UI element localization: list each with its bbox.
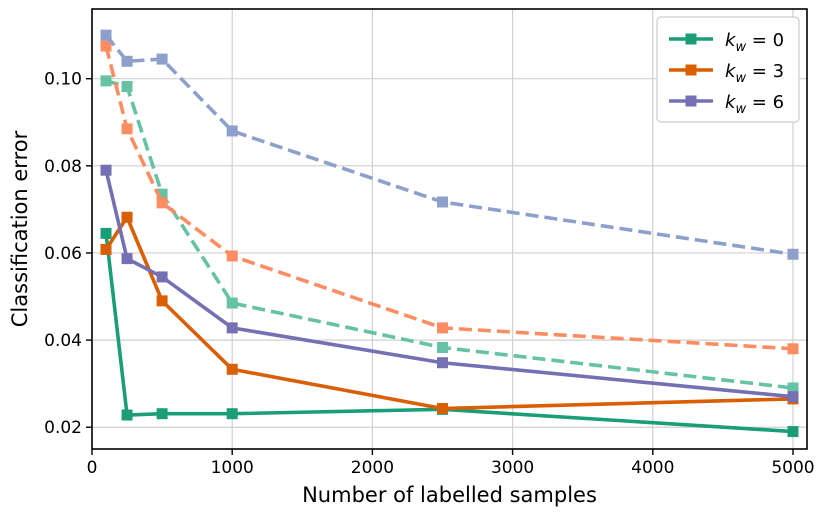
series-4 bbox=[100, 40, 799, 355]
legend-label: kw = 3 bbox=[725, 61, 784, 86]
data-point bbox=[121, 123, 133, 135]
data-point bbox=[226, 125, 238, 137]
x-tick-label: 2000 bbox=[351, 458, 394, 478]
data-point bbox=[436, 402, 448, 414]
data-point bbox=[156, 188, 168, 200]
data-point bbox=[121, 55, 133, 67]
data-point bbox=[436, 322, 448, 334]
plot-frame bbox=[91, 8, 808, 450]
data-point bbox=[436, 341, 448, 353]
series-layer bbox=[100, 29, 799, 438]
data-point bbox=[156, 53, 168, 65]
data-point bbox=[226, 297, 238, 309]
data-point bbox=[121, 409, 133, 421]
ticks: 0 1000 2000 3000 4000 5000 0.02 0.04 0.06 0.08 0.1… bbox=[44, 70, 814, 478]
data-point bbox=[100, 29, 112, 41]
legend-item: kw = 0 bbox=[669, 30, 784, 55]
series-line bbox=[104, 169, 794, 399]
data-point bbox=[100, 164, 112, 176]
data-point bbox=[226, 363, 238, 375]
legend: kw = 0 kw = 3 kw = 6 bbox=[656, 16, 800, 123]
series-line bbox=[104, 45, 794, 351]
y-tick-label: 0.08 bbox=[44, 157, 82, 177]
y-axis-label: Classification error bbox=[8, 130, 32, 327]
data-point bbox=[787, 382, 799, 394]
data-point bbox=[436, 357, 448, 369]
data-point bbox=[100, 75, 112, 87]
data-point bbox=[787, 248, 799, 260]
legend-marker bbox=[685, 33, 697, 45]
data-point bbox=[787, 343, 799, 355]
series-5 bbox=[100, 29, 799, 260]
data-point bbox=[121, 81, 133, 93]
series-3 bbox=[100, 75, 799, 394]
series-1 bbox=[100, 211, 799, 414]
x-axis-label: Number of labelled samples bbox=[302, 483, 597, 507]
data-point bbox=[156, 295, 168, 307]
x-tick-label: 5000 bbox=[771, 458, 814, 478]
data-point bbox=[787, 426, 799, 438]
data-point bbox=[121, 253, 133, 265]
legend-label: kw = 0 bbox=[725, 30, 784, 55]
data-point bbox=[156, 197, 168, 209]
legend-item: kw = 3 bbox=[669, 61, 784, 86]
y-tick-label: 0.10 bbox=[44, 70, 82, 90]
y-tick-label: 0.06 bbox=[44, 244, 82, 264]
series-line bbox=[104, 233, 794, 434]
data-point bbox=[226, 322, 238, 334]
x-tick-label: 0 bbox=[87, 458, 98, 478]
data-point bbox=[787, 391, 799, 403]
data-point bbox=[156, 271, 168, 283]
data-point bbox=[226, 408, 238, 420]
data-point bbox=[100, 227, 112, 239]
data-point bbox=[100, 243, 112, 255]
legend-item: kw = 6 bbox=[669, 92, 784, 117]
x-tick-label: 1000 bbox=[211, 458, 254, 478]
data-point bbox=[226, 250, 238, 262]
series-2 bbox=[100, 164, 799, 403]
data-point bbox=[121, 211, 133, 223]
data-point bbox=[100, 40, 112, 52]
data-point bbox=[156, 408, 168, 420]
x-tick-label: 4000 bbox=[631, 458, 674, 478]
y-tick-label: 0.04 bbox=[44, 331, 82, 351]
legend-marker bbox=[685, 64, 697, 76]
legend-marker bbox=[685, 95, 697, 107]
data-point bbox=[436, 196, 448, 208]
y-tick-label: 0.02 bbox=[44, 418, 82, 438]
series-line bbox=[105, 79, 794, 390]
x-tick-label: 3000 bbox=[491, 458, 534, 478]
legend-label: kw = 6 bbox=[725, 92, 784, 117]
